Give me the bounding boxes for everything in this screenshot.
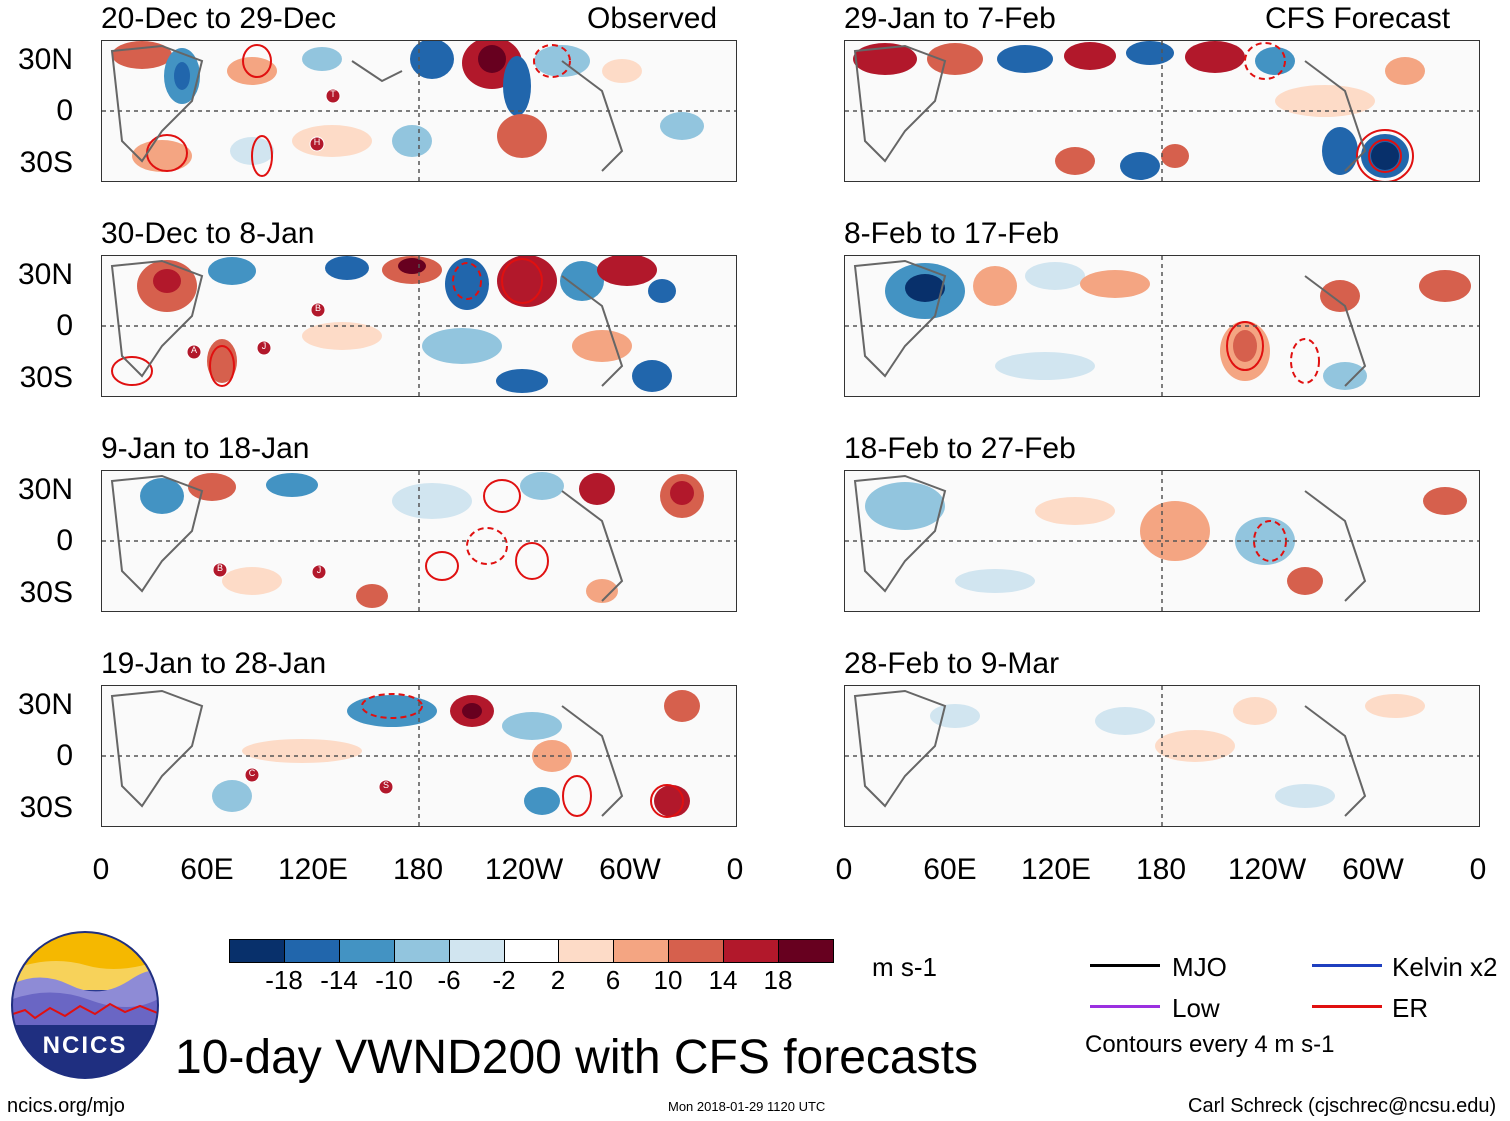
lon-label-0: 0 [726, 853, 744, 886]
map-panel-5 [844, 40, 1480, 182]
map-panel-8 [844, 685, 1480, 827]
storm-marker: C [248, 768, 256, 778]
colorbar-label: -14 [320, 965, 358, 995]
ncics-logo: NCICS [10, 930, 160, 1080]
lon-label-120e: 120E [1020, 853, 1092, 886]
storm-marker: T [330, 89, 336, 99]
colorbar-swatch [613, 940, 669, 962]
forecast-label: CFS Forecast [1265, 2, 1451, 35]
lat-label-30n: 30N [17, 473, 73, 506]
lon-label-120w: 120W [484, 853, 564, 886]
lat-label-30s: 30S [19, 576, 73, 609]
lat-label-eq: 0 [56, 309, 73, 342]
colorbar-swatch [503, 940, 559, 962]
colorbar-label: -18 [265, 965, 303, 995]
lat-label-eq: 0 [56, 739, 73, 772]
colorbar-label: 10 [653, 965, 683, 995]
lon-label-60e: 60E [180, 853, 234, 886]
map-panel-3: B J [101, 470, 737, 612]
map-panel-6 [844, 255, 1480, 397]
map-panel-2: B A J [101, 255, 737, 397]
colorbar-swatch [283, 940, 339, 962]
contours-note: Contours every 4 m s-1 [1085, 1031, 1335, 1058]
storm-marker: H [313, 137, 321, 147]
lat-label-30n: 30N [17, 688, 73, 721]
lon-label-60w: 60W [1342, 853, 1404, 886]
lon-label-120w: 120W [1227, 853, 1307, 886]
storm-marker: J [316, 565, 322, 575]
colorbar-swatch [558, 940, 614, 962]
footer-url[interactable]: ncics.org/mjo [7, 1095, 125, 1117]
legend-label-mjo: MJO [1172, 952, 1227, 982]
colorbar-swatch [778, 940, 833, 962]
storm-marker: B [314, 303, 321, 313]
legend-line-mjo [1090, 964, 1160, 967]
footer-timestamp: Mon 2018-01-29 1120 UTC [668, 1099, 826, 1114]
lat-label-eq: 0 [56, 94, 73, 127]
lat-label-30n: 30N [17, 43, 73, 76]
panel-title-1: 20-Dec to 29-Dec [101, 2, 337, 35]
legend-label-kelvin: Kelvin x2 [1392, 952, 1498, 982]
colorbar-swatch [230, 940, 284, 962]
colorbar [229, 939, 834, 963]
panel-title-4: 19-Jan to 28-Jan [101, 647, 327, 680]
colorbar-swatch [338, 940, 394, 962]
logo-text: NCICS [42, 1032, 128, 1059]
colorbar-swatch [393, 940, 449, 962]
colorbar-label: 2 [550, 965, 566, 995]
storm-marker: A [190, 345, 197, 355]
storm-marker: J [261, 341, 267, 351]
lat-label-30s: 30S [19, 146, 73, 179]
legend-line-low [1090, 1005, 1160, 1008]
legend-line-er [1312, 1005, 1382, 1008]
colorbar-label: -10 [375, 965, 413, 995]
map-panel-4: C S [101, 685, 737, 827]
footer-author: Carl Schreck (cjschrec@ncsu.edu) [1188, 1095, 1497, 1117]
lat-label-30s: 30S [19, 361, 73, 394]
colorbar-swatch [723, 940, 779, 962]
legend-label-low: Low [1172, 993, 1220, 1023]
panel-title-7: 18-Feb to 27-Feb [844, 432, 1076, 465]
colorbar-label: -2 [492, 965, 516, 995]
storm-marker: S [382, 780, 389, 790]
panel-title-8: 28-Feb to 9-Mar [844, 647, 1060, 680]
storm-marker: B [216, 563, 223, 573]
legend-label-er: ER [1392, 993, 1429, 1023]
lon-label-60e: 60E [923, 853, 977, 886]
lat-label-eq: 0 [56, 524, 73, 557]
panel-title-6: 8-Feb to 17-Feb [844, 217, 1060, 250]
lon-label-60w: 60W [599, 853, 661, 886]
observed-label: Observed [587, 2, 718, 35]
colorbar-swatch [448, 940, 504, 962]
legend-line-kelvin [1312, 964, 1382, 967]
figure-title: 10-day VWND200 with CFS forecasts [175, 1031, 978, 1084]
colorbar-unit: m s-1 [872, 952, 937, 982]
map-panel-1: T H [101, 40, 737, 182]
colorbar-label: 18 [763, 965, 793, 995]
lon-label-0: 0 [835, 853, 853, 886]
lon-label-0: 0 [92, 853, 110, 886]
panel-title-3: 9-Jan to 18-Jan [101, 432, 310, 465]
lon-label-0: 0 [1469, 853, 1487, 886]
lat-label-30n: 30N [17, 258, 73, 291]
lon-label-180: 180 [1135, 853, 1187, 886]
colorbar-swatch [668, 940, 724, 962]
colorbar-label: 14 [708, 965, 738, 995]
colorbar-label: -6 [437, 965, 461, 995]
lon-label-120e: 120E [277, 853, 349, 886]
panel-title-5: 29-Jan to 7-Feb [844, 2, 1056, 35]
colorbar-label: 6 [605, 965, 621, 995]
map-panel-7 [844, 470, 1480, 612]
panel-title-2: 30-Dec to 8-Jan [101, 217, 315, 250]
lon-label-180: 180 [392, 853, 444, 886]
lat-label-30s: 30S [19, 791, 73, 824]
